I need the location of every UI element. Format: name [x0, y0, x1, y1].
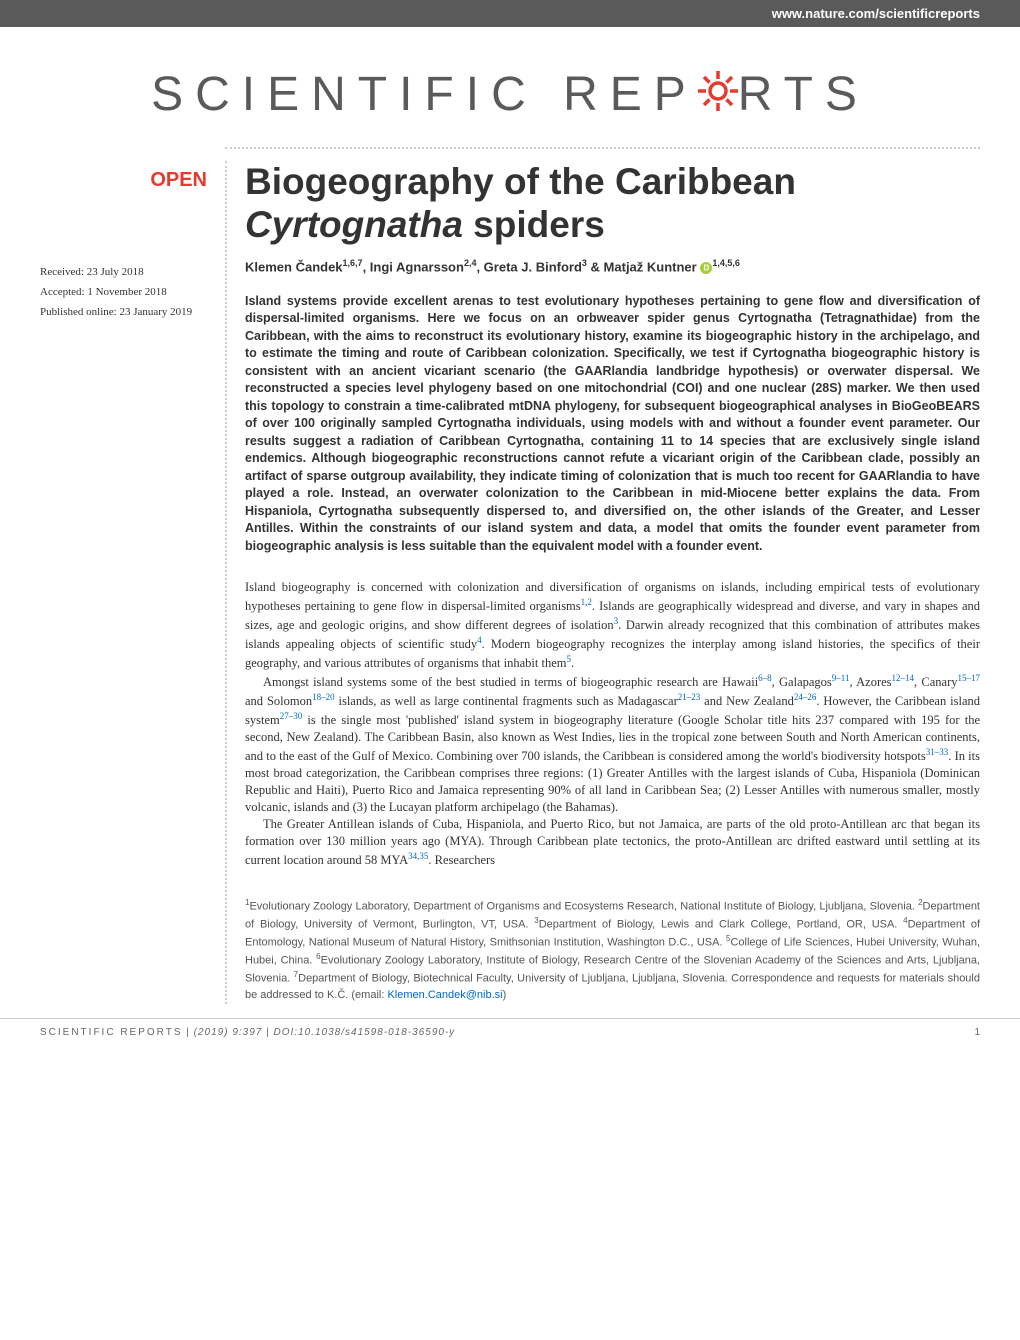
para3: The Greater Antillean islands of Cuba, H…	[245, 816, 980, 869]
author2-sup: 2,4	[464, 258, 477, 268]
meta-info: Received: 23 July 2018 Accepted: 1 Novem…	[40, 264, 207, 321]
ref-link[interactable]: 12–14	[892, 673, 915, 683]
footer-journal: SCIENTIFIC REPORTS	[40, 1027, 183, 1038]
email-link[interactable]: Klemen.Candek@nib.si	[387, 989, 502, 1001]
header-url[interactable]: www.nature.com/scientificreports	[772, 6, 980, 21]
meta-accepted: Accepted: 1 November 2018	[40, 284, 207, 302]
body-text: Island biogeography is concerned with co…	[245, 579, 980, 868]
gear-icon	[694, 67, 742, 127]
header-band: www.nature.com/scientificreports	[0, 0, 1020, 27]
author4: & Matjaž Kuntner	[587, 260, 697, 275]
author1: Klemen Čandek	[245, 260, 343, 275]
authors: Klemen Čandek1,6,7, Ingi Agnarsson2,4, G…	[245, 258, 980, 274]
ref-link[interactable]: 6–8	[758, 673, 772, 683]
ref-link[interactable]: 18–20	[312, 692, 335, 702]
journal-logo: SCIENTIFIC REP RTS	[0, 27, 1020, 147]
ref-link[interactable]: 1,2	[581, 597, 592, 607]
title-rest: spiders	[463, 204, 605, 245]
title-italic: Cyrtognatha	[245, 204, 463, 245]
ref-link[interactable]: 24–26	[794, 692, 817, 702]
article-title: Biogeography of the Caribbean Cyrtognath…	[245, 161, 980, 246]
para1: Island biogeography is concerned with co…	[245, 579, 980, 672]
meta-received: Received: 23 July 2018	[40, 264, 207, 282]
affiliations: 1Evolutionary Zoology Laboratory, Depart…	[245, 897, 980, 1004]
footer-page-num: 1	[974, 1027, 980, 1038]
ref-link[interactable]: 9–11	[832, 673, 850, 683]
author4-sup: 1,4,5,6	[712, 258, 740, 268]
orcid-icon[interactable]	[700, 262, 712, 274]
main-column: Biogeography of the Caribbean Cyrtognath…	[225, 161, 980, 1004]
author2: , Ingi Agnarsson	[363, 260, 464, 275]
logo-text-before: SCIENTIFIC REP	[151, 68, 698, 121]
para2: Amongst island systems some of the best …	[245, 672, 980, 816]
meta-published: Published online: 23 January 2019	[40, 304, 207, 322]
footer-citation: SCIENTIFIC REPORTS | (2019) 9:397 | DOI:…	[40, 1027, 455, 1038]
ref-link[interactable]: 15–17	[958, 673, 981, 683]
content-wrapper: OPEN Received: 23 July 2018 Accepted: 1 …	[0, 161, 1020, 1004]
author3: , Greta J. Binford	[476, 260, 581, 275]
logo-text-after: RTS	[738, 68, 869, 121]
open-badge: OPEN	[40, 161, 207, 192]
ref-link[interactable]: 34,35	[408, 851, 428, 861]
ref-link[interactable]: 27–30	[280, 711, 303, 721]
footer-doi: (2019) 9:397 | DOI:10.1038/s41598-018-36…	[194, 1027, 456, 1038]
dotted-divider	[225, 147, 980, 149]
left-column: OPEN Received: 23 July 2018 Accepted: 1 …	[40, 161, 225, 1004]
title-line1: Biogeography of the Caribbean	[245, 161, 796, 202]
ref-link[interactable]: 21–23	[678, 692, 701, 702]
author1-sup: 1,6,7	[343, 258, 363, 268]
footer: SCIENTIFIC REPORTS | (2019) 9:397 | DOI:…	[0, 1018, 1020, 1058]
abstract: Island systems provide excellent arenas …	[245, 293, 980, 556]
ref-link[interactable]: 31–33	[926, 747, 949, 757]
